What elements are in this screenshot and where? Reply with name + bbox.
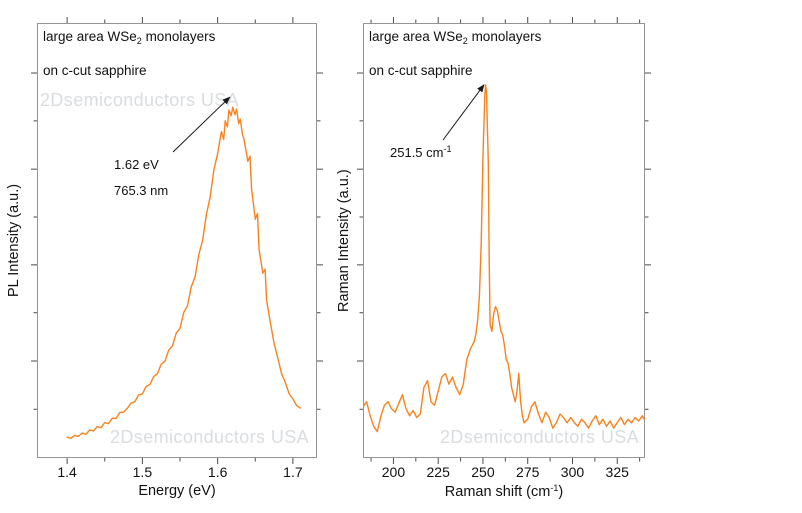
x-tick-label: 250 [471,464,495,480]
watermark-top-left-plot: 2Dsemiconductors USA [40,90,240,110]
x-tick-label: 1.7 [283,464,303,480]
pl-header-line1-tail: monolayers [141,29,216,44]
raman-header-line2: on c-cut sapphire [369,63,473,78]
raman-peak-shift-label: 251.5 cm [390,145,444,160]
pl-y-axis-title: PL Intensity (a.u.) [6,183,22,298]
x-tick-label: 325 [605,464,629,480]
x-tick-label: 300 [560,464,585,480]
pl-peak-energy-label: 1.62 eV [114,157,159,172]
raman-x-axis-title-tail: ) [558,484,564,500]
x-tick-label: 200 [381,464,406,480]
raman-header-subscript: 2 [462,36,468,46]
x-tick-label: 1.4 [57,464,77,480]
raman-header-line1-tail: monolayers [467,29,542,44]
pl-x-axis-title: Energy (eV) [138,483,216,499]
x-tick-label: 225 [426,464,450,480]
watermark-bottom-left-plot: 2Dsemiconductors USA [110,427,310,447]
pl-peak-annotation: 1.62 eV 765.3 nm [114,152,168,204]
x-tick-label: 275 [516,464,540,480]
raman-peak-shift-superscript: -1 [443,144,452,154]
raman-plot-frame: large area WSe2 monolayers on c-cut sapp… [363,23,645,458]
pl-header-subscript: 2 [136,36,142,46]
x-tick-label: 1.6 [207,464,228,480]
pl-header-line1-text: large area WSe [43,29,137,44]
pl-plot-frame: large area WSe2 monolayers on c-cut sapp… [37,23,317,458]
raman-x-axis-title-text: Raman shift (cm [444,484,551,500]
pl-peak-wavelength-label: 765.3 nm [114,183,169,198]
watermark-bottom-right-plot: 2Dsemiconductors USA [440,427,640,447]
raman-y-axis-title: Raman Intensity (a.u.) [336,169,352,312]
x-tick-label: 1.5 [132,464,153,480]
raman-x-axis-superscript: -1 [550,483,559,493]
raman-header-line1-text: large area WSe [369,29,463,44]
raman-header-line1: large area WSe2 monolayers [369,29,541,46]
pl-header-line1: large area WSe2 monolayers [43,29,215,46]
pl-header-line2: on c-cut sapphire [43,63,147,78]
raman-peak-annotation: 251.5 cm-1 [390,144,452,160]
raman-x-axis-title: Raman shift (cm-1) [414,483,594,500]
